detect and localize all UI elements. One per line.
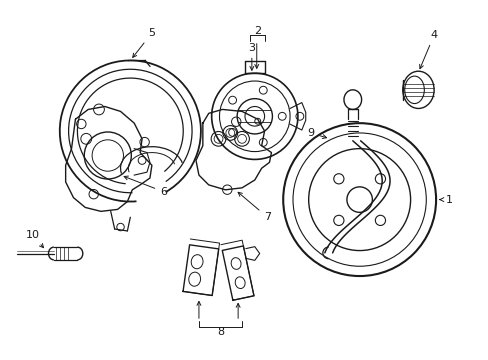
Text: 8: 8 — [217, 327, 224, 337]
Text: 7: 7 — [238, 192, 270, 222]
Text: 5: 5 — [132, 28, 155, 57]
Text: 4: 4 — [419, 30, 437, 69]
Text: 2: 2 — [254, 26, 261, 36]
Text: 10: 10 — [25, 230, 43, 248]
Text: 9: 9 — [306, 128, 326, 139]
Text: 6: 6 — [124, 176, 167, 197]
Text: 3: 3 — [248, 43, 255, 70]
Text: 1: 1 — [439, 195, 452, 204]
